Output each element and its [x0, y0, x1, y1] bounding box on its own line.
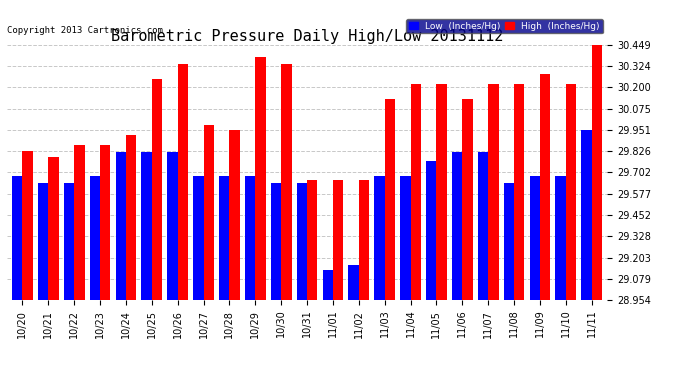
Bar — [141, 152, 152, 300]
Bar — [126, 135, 137, 300]
Bar — [75, 146, 84, 300]
Bar — [540, 74, 550, 300]
Bar — [90, 176, 100, 300]
Title: Barometric Pressure Daily High/Low 20131112: Barometric Pressure Daily High/Low 20131… — [111, 29, 503, 44]
Bar — [530, 176, 540, 300]
Bar — [271, 183, 282, 300]
Bar — [297, 183, 307, 300]
Bar — [489, 84, 498, 300]
Legend: Low  (Inches/Hg), High  (Inches/Hg): Low (Inches/Hg), High (Inches/Hg) — [406, 19, 602, 33]
Bar — [426, 161, 437, 300]
Bar — [555, 176, 566, 300]
Bar — [204, 125, 214, 300]
Bar — [152, 79, 162, 300]
Bar — [229, 130, 239, 300]
Bar — [48, 158, 59, 300]
Text: Copyright 2013 Cartronics.com: Copyright 2013 Cartronics.com — [7, 26, 163, 35]
Bar — [591, 45, 602, 300]
Bar — [100, 146, 110, 300]
Bar — [323, 270, 333, 300]
Bar — [63, 183, 75, 300]
Bar — [400, 176, 411, 300]
Bar — [193, 176, 204, 300]
Bar — [115, 152, 126, 300]
Bar — [452, 152, 462, 300]
Bar — [245, 176, 255, 300]
Bar — [385, 99, 395, 300]
Bar — [437, 84, 447, 300]
Bar — [478, 152, 489, 300]
Bar — [219, 176, 229, 300]
Bar — [514, 84, 524, 300]
Bar — [178, 64, 188, 300]
Bar — [581, 130, 591, 300]
Bar — [167, 152, 178, 300]
Bar — [348, 265, 359, 300]
Bar — [255, 57, 266, 300]
Bar — [462, 99, 473, 300]
Bar — [282, 64, 292, 300]
Bar — [375, 176, 385, 300]
Bar — [22, 151, 33, 300]
Bar — [333, 180, 344, 300]
Bar — [38, 183, 48, 300]
Bar — [359, 180, 369, 300]
Bar — [504, 183, 514, 300]
Bar — [307, 180, 317, 300]
Bar — [411, 84, 421, 300]
Bar — [12, 176, 22, 300]
Bar — [566, 84, 576, 300]
